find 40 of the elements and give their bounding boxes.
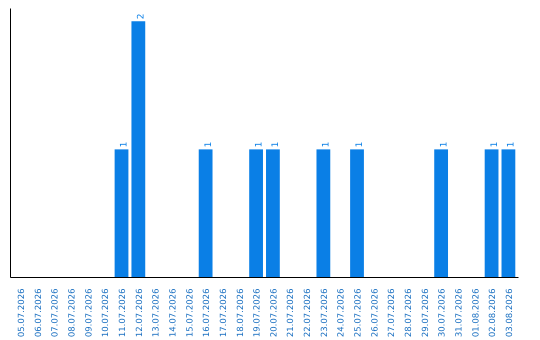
data-label: 1 — [506, 142, 517, 148]
x-tick-label: 16.07.2026 — [202, 288, 212, 338]
x-tick-label: 19.07.2026 — [252, 288, 263, 338]
data-label: 1 — [355, 142, 366, 148]
x-tick-label: 08.07.2026 — [68, 288, 78, 338]
x-tick-label: 31.07.2026 — [454, 288, 464, 338]
data-label: 1 — [271, 142, 282, 148]
data-label: 1 — [254, 142, 264, 148]
x-tick-label: 21.07.2026 — [286, 288, 296, 338]
data-label: 1 — [322, 142, 332, 148]
x-tick-label: 07.07.2026 — [50, 288, 61, 338]
x-tick-label: 20.07.2026 — [269, 288, 280, 338]
x-tick-label: 02.08.2026 — [488, 288, 498, 338]
data-label: 1 — [204, 142, 214, 148]
x-tick-label: 15.07.2026 — [185, 288, 196, 338]
data-label: 1 — [490, 142, 500, 148]
x-tick-label: 24.07.2026 — [336, 288, 347, 338]
x-tick-label: 10.07.2026 — [101, 288, 112, 338]
x-tick-label: 11.07.2026 — [118, 288, 128, 338]
x-tick-label: 03.08.2026 — [504, 288, 515, 338]
x-tick-label: 27.07.2026 — [387, 288, 398, 338]
x-tick-label: 28.07.2026 — [404, 288, 414, 338]
x-tick-label: 18.07.2026 — [236, 288, 246, 338]
x-tick-label: 01.08.2026 — [471, 288, 482, 338]
data-label: 1 — [120, 142, 130, 148]
x-tick-label: 29.07.2026 — [420, 288, 431, 338]
x-tick-label: 26.07.2026 — [370, 288, 380, 338]
x-tick-label: 22.07.2026 — [303, 288, 314, 338]
x-tick-label: 17.07.2026 — [218, 288, 229, 338]
x-tick-label: 14.07.2026 — [168, 288, 178, 338]
x-tick-label: 06.07.2026 — [34, 288, 44, 338]
x-tick-label: 09.07.2026 — [84, 288, 94, 338]
x-tick-label: 05.07.2026 — [17, 288, 28, 338]
x-tick-label: 25.07.2026 — [354, 288, 364, 338]
data-label: 1 — [439, 142, 450, 148]
x-tick-label: 13.07.2026 — [152, 288, 162, 338]
x-tick-label: 23.07.2026 — [320, 288, 330, 338]
x-tick-label: 30.07.2026 — [438, 288, 448, 338]
data-label: 2 — [136, 14, 147, 20]
x-tick-label: 12.07.2026 — [134, 288, 145, 338]
